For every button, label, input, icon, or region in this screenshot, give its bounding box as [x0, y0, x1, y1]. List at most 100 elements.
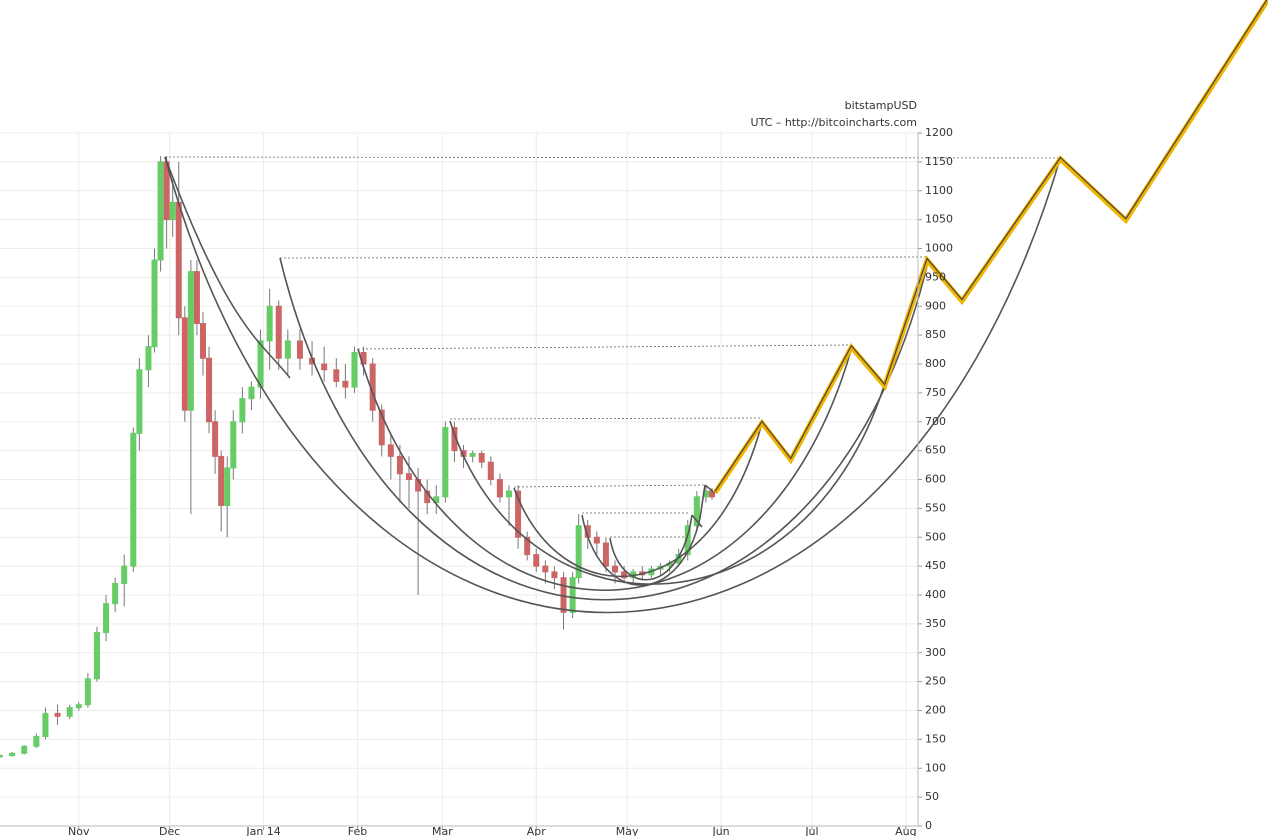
x-tick-label: Dec — [159, 825, 180, 836]
cup-curve — [164, 156, 291, 379]
level-line — [449, 417, 763, 420]
candle-body — [193, 271, 200, 325]
x-tick-label: Aug — [895, 825, 916, 836]
cup-curve — [513, 422, 763, 578]
cup-curve — [279, 257, 929, 601]
x-tick-label: Jan 14 — [245, 825, 280, 836]
y-tick-label: 800 — [925, 357, 946, 370]
candle-body — [145, 346, 152, 371]
y-tick-label: 300 — [925, 646, 946, 659]
candle-body — [169, 201, 176, 221]
chart-title: bitstampUSD — [845, 99, 917, 112]
y-tick-label: 550 — [925, 501, 946, 514]
x-tick-label: May — [616, 825, 639, 836]
candle-body — [157, 161, 164, 261]
candle-body — [136, 369, 143, 434]
candle-body — [542, 565, 549, 573]
cup-curve — [609, 514, 693, 581]
chart-subtitle: UTC – http://bitcoincharts.com — [751, 116, 917, 129]
cup-curve — [164, 156, 1061, 614]
candle-body — [387, 444, 394, 457]
candle-body — [121, 565, 128, 584]
projection-line — [712, 0, 1268, 495]
candle-body — [181, 317, 188, 411]
y-tick-label: 50 — [925, 790, 939, 803]
candle-body — [378, 409, 385, 446]
x-tick-label: Nov — [68, 825, 90, 836]
candle-body — [130, 432, 137, 567]
candle-body — [54, 712, 61, 717]
candle-body — [199, 323, 206, 359]
candle-body — [524, 536, 531, 556]
level-line — [279, 256, 929, 259]
candle-body — [75, 704, 82, 709]
candle-body — [433, 496, 440, 504]
x-tick-label: Jun — [711, 825, 729, 836]
candle-body — [478, 453, 485, 463]
candle-body — [66, 707, 73, 717]
candle-body — [103, 603, 110, 634]
cup-curve — [449, 385, 885, 585]
candle-body — [42, 712, 49, 737]
candle-body — [351, 351, 358, 388]
x-tick-label: Mar — [432, 825, 453, 836]
candle-body — [693, 496, 700, 527]
candle-body — [533, 554, 540, 567]
level-line — [357, 344, 853, 350]
grid — [0, 132, 918, 827]
candle-body — [602, 542, 609, 567]
y-tick-label: 700 — [925, 415, 946, 428]
candle-body — [515, 490, 522, 538]
candle-body — [275, 305, 282, 359]
candle-body — [296, 340, 303, 359]
level-line — [164, 156, 1061, 159]
y-tick-label: 200 — [925, 704, 946, 717]
candle-body — [442, 427, 449, 498]
y-tick-label: 1200 — [925, 126, 953, 139]
candle-body — [575, 525, 582, 579]
level-line — [513, 484, 706, 488]
candle-body — [396, 455, 403, 475]
y-tick-label: 750 — [925, 386, 946, 399]
cup-curve — [691, 484, 716, 528]
candle-body — [93, 632, 100, 680]
y-tick-label: 1100 — [925, 184, 953, 197]
x-tick-label: Jul — [804, 825, 818, 836]
candle-body — [9, 752, 16, 757]
y-tick-label: 600 — [925, 473, 946, 486]
candle-body — [612, 565, 619, 573]
candle-body — [212, 421, 219, 457]
candle-body — [321, 363, 328, 371]
y-tick-label: 0 — [925, 819, 932, 832]
axes: 0 50 100 150 200 250 300 350 400 450 500 550 600 650 7… — [0, 126, 953, 836]
y-tick-label: 650 — [925, 444, 946, 457]
x-tick-label: Feb — [348, 825, 367, 836]
candle-body — [684, 525, 691, 556]
candle-body — [406, 473, 413, 481]
candle-body — [84, 678, 91, 706]
x-tick-label: Apr — [527, 825, 547, 836]
candle-body — [496, 479, 503, 498]
y-tick-label: 100 — [925, 761, 946, 774]
y-tick-label: 850 — [925, 328, 946, 341]
candle-body — [0, 755, 3, 758]
y-tick-label: 500 — [925, 530, 946, 543]
candle-body — [487, 461, 494, 480]
y-tick-label: 1000 — [925, 242, 953, 255]
candle-body — [224, 467, 231, 506]
candle-body — [342, 380, 349, 388]
candle-body — [621, 571, 628, 579]
candle-body — [248, 386, 255, 400]
candle-body — [266, 305, 273, 342]
candle-body — [21, 745, 28, 754]
y-tick-label: 400 — [925, 588, 946, 601]
candle-body — [230, 421, 237, 469]
cup-curve — [581, 514, 701, 586]
y-tick-label: 1050 — [925, 213, 953, 226]
candle-body — [187, 271, 194, 411]
candle-body — [112, 582, 119, 605]
annotations — [164, 156, 1061, 614]
candle-body — [239, 398, 246, 423]
candle-body — [257, 340, 264, 388]
